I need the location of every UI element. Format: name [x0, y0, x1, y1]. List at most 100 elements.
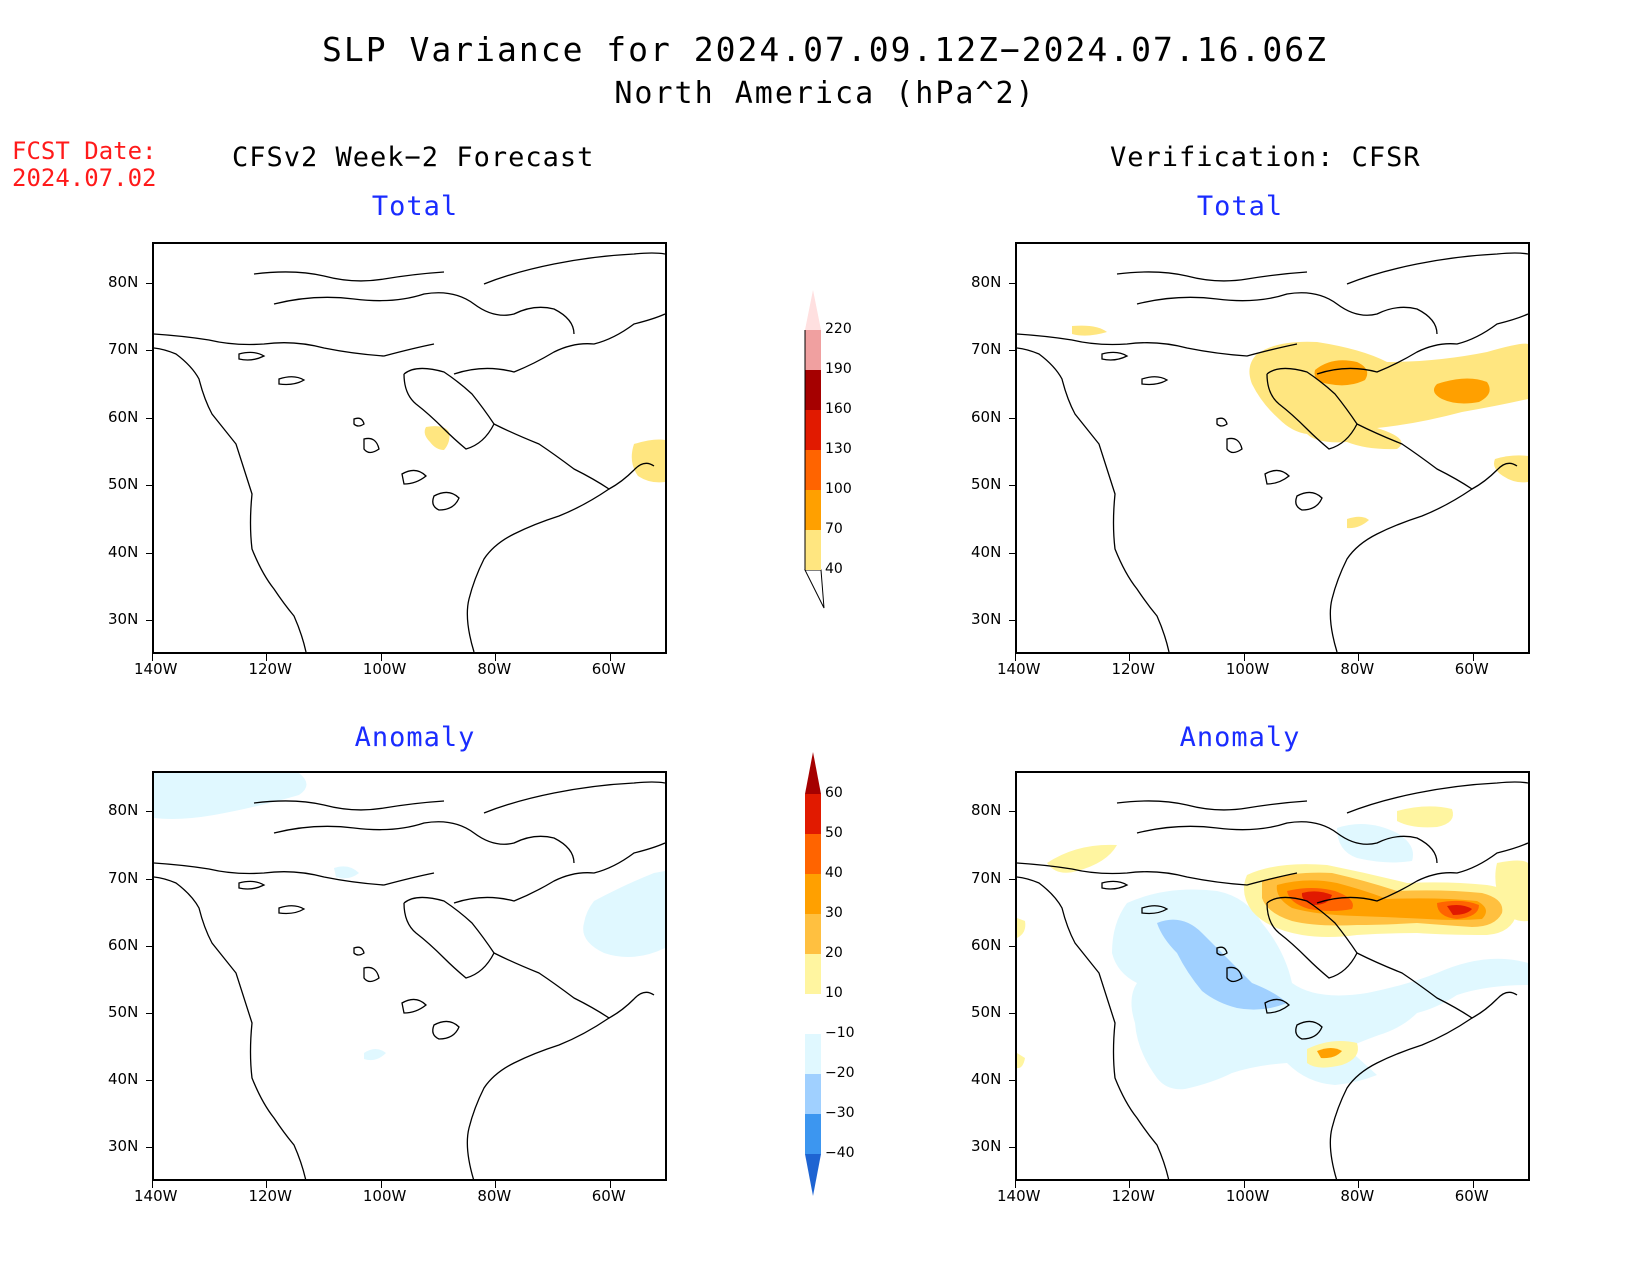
lat-tick-label: 50N: [108, 1002, 139, 1021]
colorbar-level-label: 30: [825, 905, 843, 921]
colorbar-level-label: 60: [825, 785, 843, 801]
forecast-anomaly-map: [152, 771, 667, 1181]
coastline-segment: [432, 491, 460, 511]
fcst-date-value: 2024.07.02: [12, 164, 157, 192]
colorbar-level-label: −30: [825, 1105, 855, 1121]
colorbar-level-label: −40: [825, 1145, 855, 1161]
colorbar-level-label: 50: [825, 825, 843, 841]
lat-tick-mark: [1009, 811, 1017, 813]
lon-tick-mark: [495, 1181, 497, 1188]
lon-tick-label: 80W: [477, 660, 512, 678]
lat-tick-mark: [1009, 1147, 1017, 1149]
coastline-segment: [432, 1020, 460, 1040]
forecast-total-map: [152, 242, 667, 654]
lat-tick-mark: [1009, 1012, 1017, 1014]
lat-tick-mark: [146, 1147, 154, 1149]
lat-tick-mark: [1009, 878, 1017, 880]
coastline-segment: [1141, 905, 1169, 915]
coastline-segment: [1116, 800, 1308, 811]
lat-tick-mark: [146, 417, 154, 419]
fcst-date-heading: FCST Date:: [12, 137, 157, 165]
coastline-segment: [1295, 1020, 1323, 1040]
lat-tick-mark: [146, 282, 154, 284]
lon-tick-label: 60W: [591, 1187, 626, 1205]
colorbar-upper-triangle: [805, 752, 821, 794]
coastline-segment: [466, 1017, 610, 1179]
lon-tick-label: 140W: [997, 1187, 1041, 1205]
lon-tick-label: 100W: [362, 660, 407, 678]
lon-tick-mark: [1358, 654, 1360, 661]
lon-tick-label: 100W: [362, 1187, 407, 1205]
coastline-segment: [1356, 423, 1518, 490]
colorbar-lower-triangle: [804, 569, 825, 609]
shading: [154, 773, 665, 1061]
fcst-date-label: FCST Date: 2024.07.02: [12, 138, 157, 192]
coastline-segment: [154, 876, 307, 1179]
lon-tick-label: 140W: [997, 660, 1041, 678]
total-colorbar: [804, 290, 825, 609]
lon-tick-mark: [152, 1181, 153, 1188]
verification-anomaly-title: Anomaly: [1179, 722, 1301, 753]
colorbar-swatch: [805, 530, 821, 570]
coastline-segment: [1295, 491, 1323, 511]
coastline-segment: [401, 998, 427, 1014]
lat-tick-mark: [146, 1080, 154, 1082]
lon-tick-mark: [495, 654, 497, 661]
coastline-segment: [1316, 313, 1528, 375]
coastline-segment: [353, 946, 365, 956]
colorbar-swatch: [805, 794, 821, 834]
lat-tick-mark: [146, 945, 154, 947]
coastline-segment: [466, 488, 610, 652]
coastline-segment: [1226, 966, 1243, 983]
coastline-segment: [353, 417, 365, 427]
coastlines: [1017, 781, 1528, 1179]
lon-tick-label: 60W: [1454, 660, 1489, 678]
coastline-segment: [1136, 292, 1438, 335]
colorbar-level-label: 40: [825, 865, 843, 881]
forecast-total-svg: [154, 252, 665, 652]
colorbar-swatch: [805, 954, 821, 994]
coastline-segment: [493, 423, 655, 490]
coastline-segment: [493, 952, 655, 1019]
colorbar-level-label: 10: [825, 985, 843, 1001]
lon-tick-mark: [266, 1181, 268, 1188]
total-colorbar-swatches: [804, 290, 825, 609]
colorbar-level-label: 220: [825, 321, 852, 337]
verification-total-title: Total: [1196, 191, 1284, 222]
lat-tick-mark: [1009, 945, 1017, 947]
lon-tick-mark: [380, 654, 382, 661]
lon-tick-mark: [609, 654, 611, 661]
lat-tick-mark: [146, 552, 154, 554]
coastline-segment: [238, 880, 266, 890]
lat-tick-mark: [1009, 620, 1017, 622]
lat-tick-mark: [1009, 417, 1017, 419]
anomaly-colorbar: [805, 752, 821, 1196]
colorbar-upper-triangle: [805, 290, 821, 330]
lat-tick-label: 60N: [108, 407, 139, 426]
verification-column-title: Verification: CFSR: [1110, 142, 1421, 173]
coastline-segment: [453, 313, 665, 375]
coastline-segment: [363, 437, 380, 454]
coastline-segment: [1017, 347, 1170, 652]
colorbar-swatch: [805, 450, 821, 490]
shading: [1017, 806, 1528, 1090]
coastline-segment: [1266, 367, 1358, 450]
coastline-segment: [1356, 952, 1518, 1019]
lon-tick-label: 60W: [1454, 1187, 1489, 1205]
coastline-segment: [403, 367, 495, 450]
colorbar-swatch: [805, 994, 821, 1034]
lat-tick-label: 40N: [108, 542, 139, 561]
colorbar-swatch: [805, 1034, 821, 1074]
coastline-segment: [154, 333, 435, 357]
colorbar-swatch: [805, 874, 821, 914]
colorbar-level-label: −10: [825, 1025, 855, 1041]
lat-tick-label: 80N: [108, 272, 139, 291]
lat-tick-label: 30N: [108, 1137, 139, 1156]
lon-tick-label: 120W: [1111, 660, 1155, 678]
forecast-anomaly-title: Anomaly: [354, 722, 476, 753]
lat-tick-label: 40N: [108, 1070, 139, 1089]
lon-tick-label: 100W: [1225, 660, 1270, 678]
coastline-segment: [483, 781, 665, 814]
coastline-segment: [253, 271, 445, 282]
lon-tick-label: 80W: [477, 1187, 512, 1205]
